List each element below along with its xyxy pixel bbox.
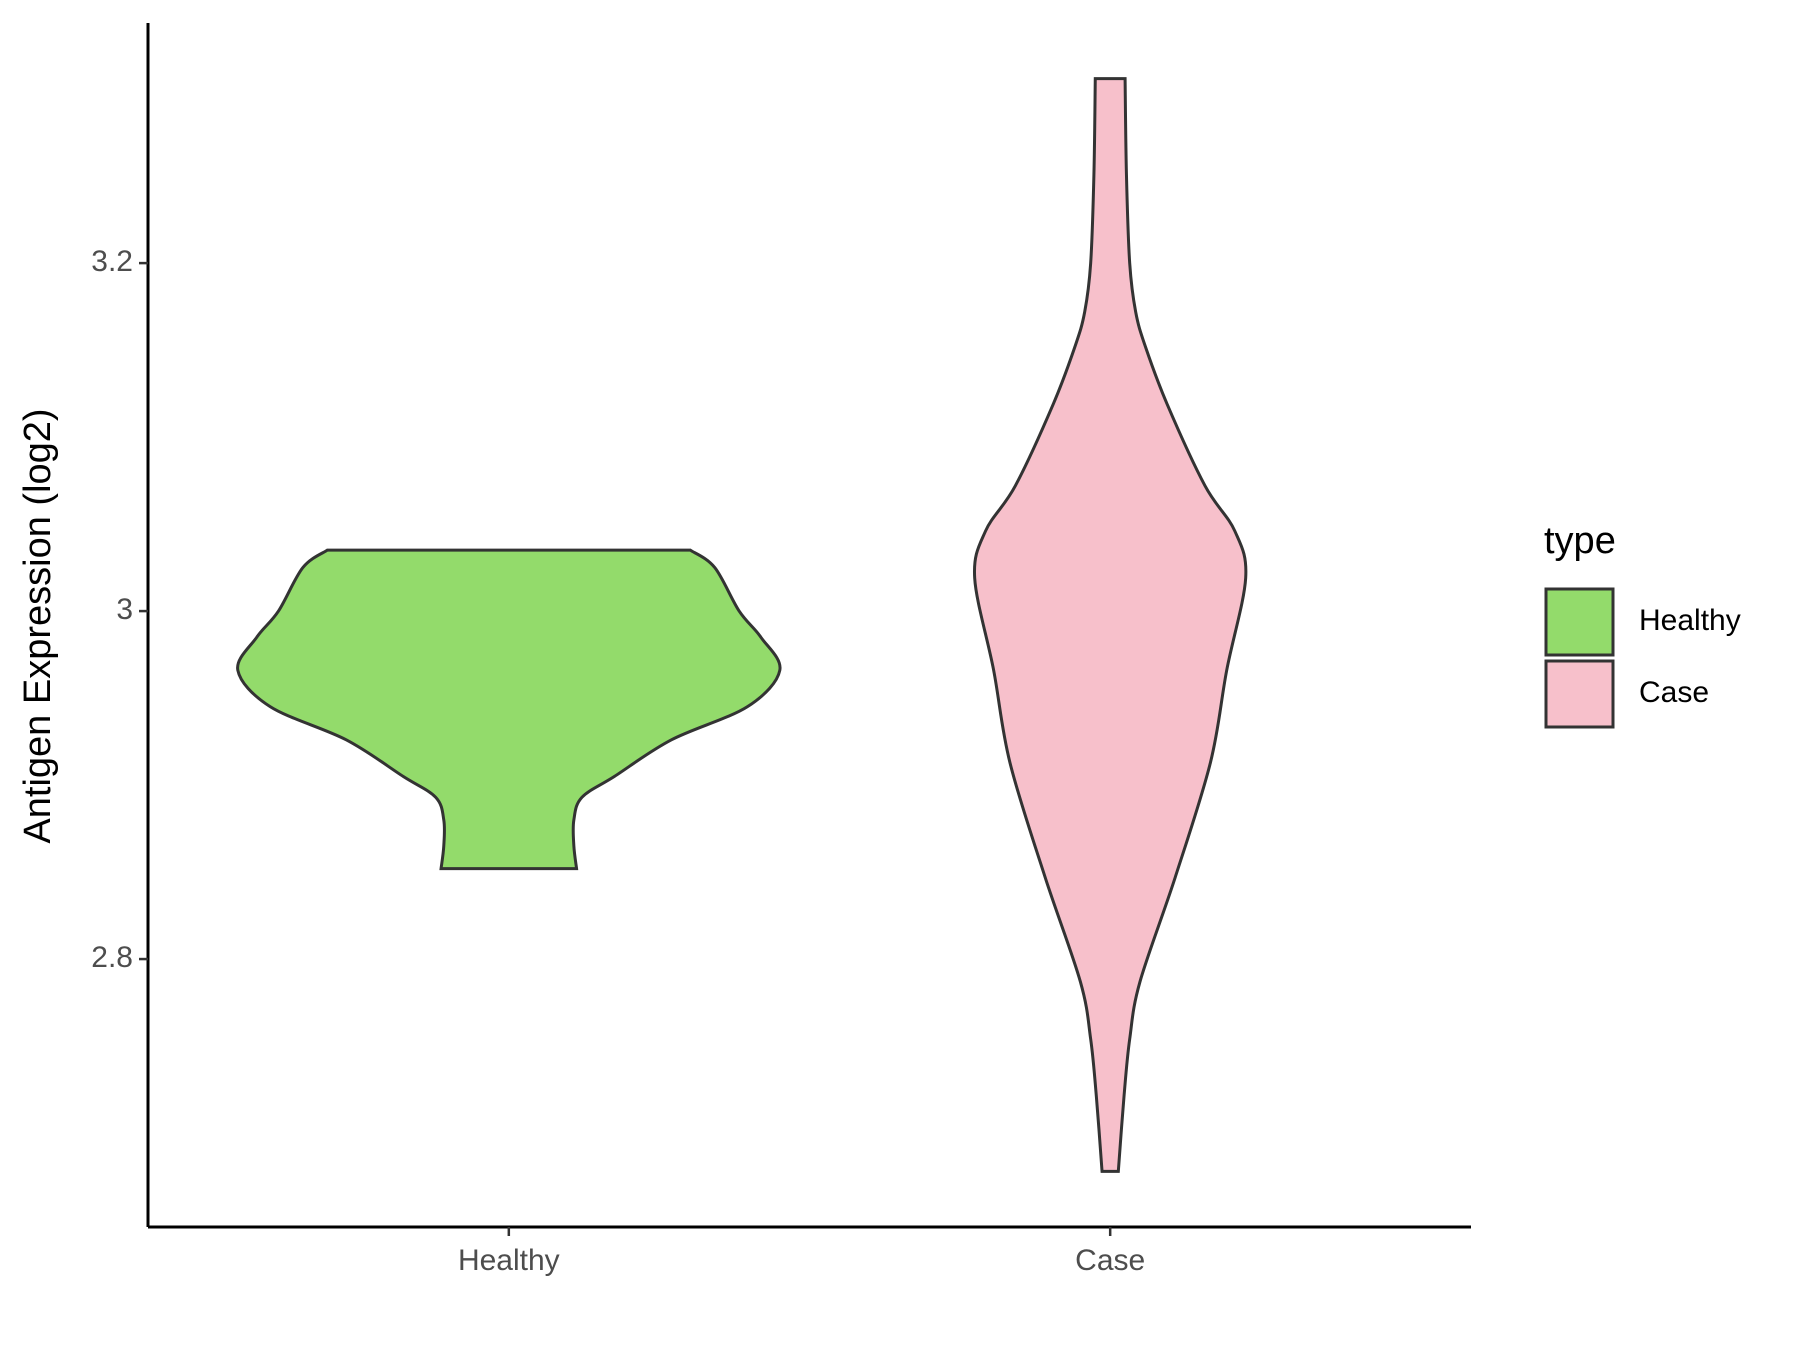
legend-label: Case [1639,676,1709,709]
x-tick-label: Case [1075,1244,1145,1277]
violin [972,77,1248,1173]
legend-key [1544,659,1615,729]
y-axis-label: Antigen Expression (log2) [17,408,59,843]
legend-label: Healthy [1639,604,1741,637]
violin [236,548,782,871]
y-tick-label: 3.2 [91,245,133,278]
legend-key [1544,587,1615,657]
legend-title: type [1544,520,1616,562]
y-tick-label: 2.8 [91,941,133,974]
x-tick-label: Healthy [458,1244,560,1277]
y-tick-label: 3 [116,593,133,626]
